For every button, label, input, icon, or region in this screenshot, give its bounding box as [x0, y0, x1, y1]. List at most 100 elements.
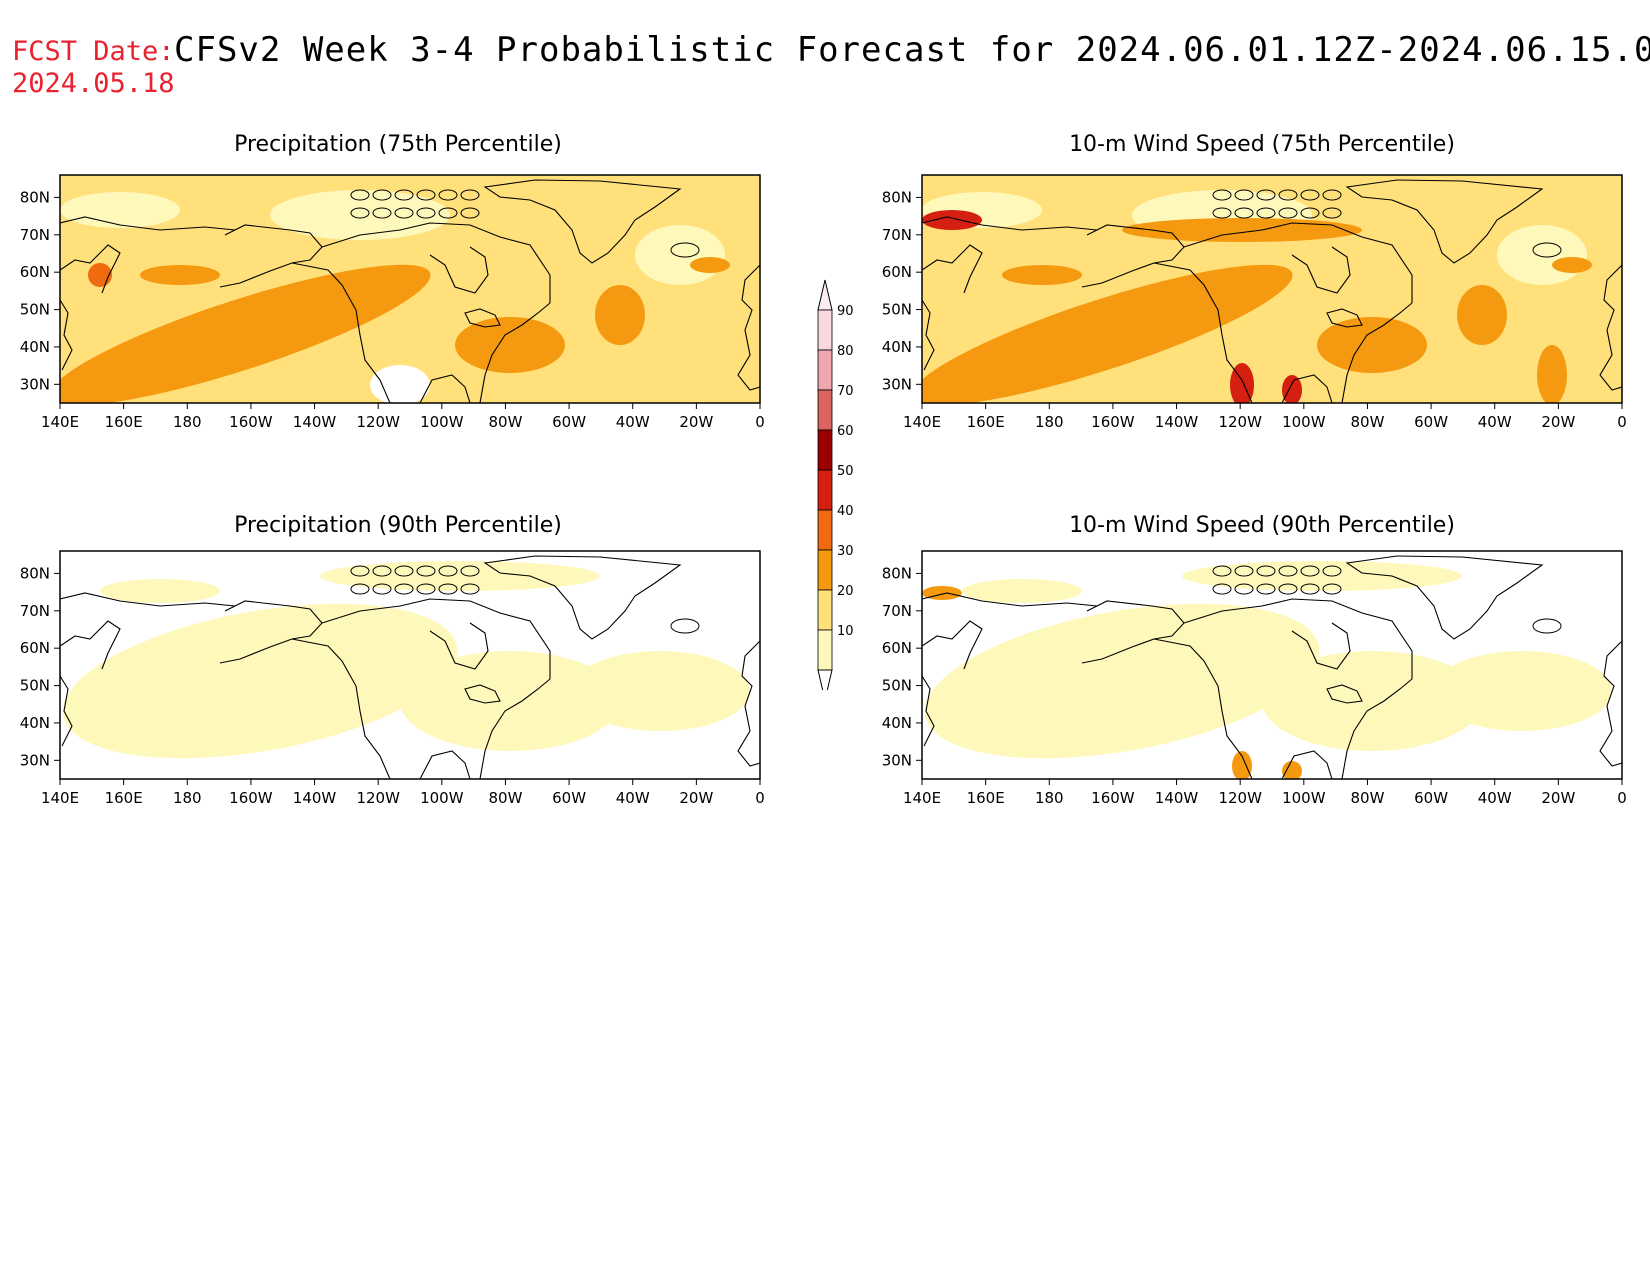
colorbar-top-arrow: [817, 279, 833, 311]
lon-label: 20W: [679, 789, 713, 807]
lon-label: 140E: [41, 413, 79, 431]
main-title: CFSv2 Week 3-4 Probabilistic Forecast fo…: [174, 30, 1650, 70]
lon-label: 160E: [105, 789, 143, 807]
lon-label: 40W: [616, 789, 650, 807]
colorbar-segment: [817, 629, 833, 671]
colorbar-label: 80: [837, 344, 854, 359]
lon-label: 100W: [1282, 789, 1326, 807]
lat-label: 80N: [882, 564, 912, 582]
lat-label: 70N: [882, 602, 912, 620]
probability-colorbar: 90 80 70 60 50 40 30 20 10: [817, 279, 854, 690]
forecast-date: 2024.05.18: [12, 68, 175, 99]
colorbar-label: 20: [837, 584, 854, 599]
lon-label: 100W: [1282, 413, 1326, 431]
lat-label: 30N: [20, 375, 50, 393]
lon-label: 160E: [105, 413, 143, 431]
lon-label: 40W: [616, 413, 650, 431]
map-panel-precip-75: 140E 160E 180 160W 140W 120W 100W 80W 60W 40W 20W 0…: [20, 174, 765, 431]
lat-label: 40N: [882, 714, 912, 732]
lon-label: 60W: [1414, 413, 1448, 431]
lon-label: 20W: [1541, 413, 1575, 431]
lat-label: 30N: [20, 751, 50, 769]
lat-label: 50N: [882, 677, 912, 695]
lon-label: 40W: [1478, 789, 1512, 807]
colorbar-segment: [817, 589, 833, 631]
lon-label: 120W: [356, 789, 400, 807]
lon-label: 160E: [967, 413, 1005, 431]
forecast-date-label: FCST Date:: [12, 36, 175, 67]
lat-label: 40N: [882, 338, 912, 356]
colorbar-segment: [817, 469, 833, 511]
colorbar-segment: [817, 309, 833, 351]
lon-label: 0: [1617, 413, 1627, 431]
lon-label: 160W: [229, 413, 273, 431]
colorbar-segment: [817, 349, 833, 391]
panel-title-precip-90: Precipitation (90th Percentile): [234, 513, 562, 538]
lon-label: 20W: [1541, 789, 1575, 807]
lon-label: 100W: [420, 413, 464, 431]
colorbar-label: 30: [837, 544, 854, 559]
lon-label: 80W: [488, 413, 522, 431]
lon-label: 120W: [356, 413, 400, 431]
lon-label: 120W: [1218, 413, 1262, 431]
colorbar-segment: [817, 549, 833, 591]
lon-label: 140W: [293, 413, 337, 431]
lon-label: 140W: [293, 789, 337, 807]
lon-label: 100W: [420, 789, 464, 807]
colorbar-label: 70: [837, 384, 854, 399]
lat-label: 60N: [882, 639, 912, 657]
lon-label: 0: [755, 789, 765, 807]
colorbar-bottom-arrow: [817, 669, 833, 690]
lon-label: 180: [1035, 413, 1064, 431]
lat-label: 30N: [882, 375, 912, 393]
lat-label: 80N: [20, 564, 50, 582]
lon-label: 60W: [1414, 789, 1448, 807]
lon-label: 160W: [1091, 413, 1135, 431]
colorbar-segment: [817, 509, 833, 551]
lon-label: 140W: [1155, 789, 1199, 807]
lon-label: 60W: [552, 413, 586, 431]
lat-label: 80N: [882, 188, 912, 206]
lon-label: 0: [755, 413, 765, 431]
lon-label: 180: [173, 789, 202, 807]
panel-title-wind-75: 10-m Wind Speed (75th Percentile): [1069, 132, 1455, 157]
lat-label: 30N: [882, 751, 912, 769]
lon-label: 180: [173, 413, 202, 431]
lon-label: 40W: [1478, 413, 1512, 431]
panel-title-precip-75: Precipitation (75th Percentile): [234, 132, 562, 157]
lon-label: 160E: [967, 789, 1005, 807]
colorbar-segment: [817, 389, 833, 431]
colorbar-label: 60: [837, 424, 854, 439]
panel-title-wind-90: 10-m Wind Speed (90th Percentile): [1069, 513, 1455, 538]
colorbar-label: 40: [837, 504, 854, 519]
lat-label: 60N: [20, 263, 50, 281]
map-panel-wind-90: 140E 160E 180 160W 140W 120W 100W 80W 60W 40W 20W 0…: [882, 550, 1627, 807]
colorbar-label: 10: [837, 624, 854, 639]
lon-label: 180: [1035, 789, 1064, 807]
lon-label: 140E: [903, 789, 941, 807]
lat-label: 40N: [20, 714, 50, 732]
colorbar-label: 90: [837, 304, 854, 319]
lat-label: 50N: [20, 301, 50, 319]
colorbar-label: 50: [837, 464, 854, 479]
lon-label: 160W: [229, 789, 273, 807]
lon-label: 60W: [552, 789, 586, 807]
lon-label: 140E: [903, 413, 941, 431]
lat-label: 60N: [20, 639, 50, 657]
map-panel-wind-75: 140E 160E 180 160W 140W 120W 100W 80W 60W 40W 20W 0…: [882, 174, 1627, 431]
lon-label: 0: [1617, 789, 1627, 807]
lat-label: 50N: [20, 677, 50, 695]
lon-label: 140E: [41, 789, 79, 807]
lat-label: 70N: [882, 226, 912, 244]
lat-label: 50N: [882, 301, 912, 319]
lon-label: 80W: [488, 789, 522, 807]
lon-label: 80W: [1350, 789, 1384, 807]
colorbar-segment: [817, 429, 833, 471]
lon-label: 80W: [1350, 413, 1384, 431]
lat-label: 80N: [20, 188, 50, 206]
map-panel-precip-90: 140E 160E 180 160W 140W 120W 100W 80W 60W 40W 20W 0…: [20, 550, 765, 807]
lon-label: 140W: [1155, 413, 1199, 431]
lon-label: 160W: [1091, 789, 1135, 807]
lat-label: 70N: [20, 226, 50, 244]
lat-label: 60N: [882, 263, 912, 281]
